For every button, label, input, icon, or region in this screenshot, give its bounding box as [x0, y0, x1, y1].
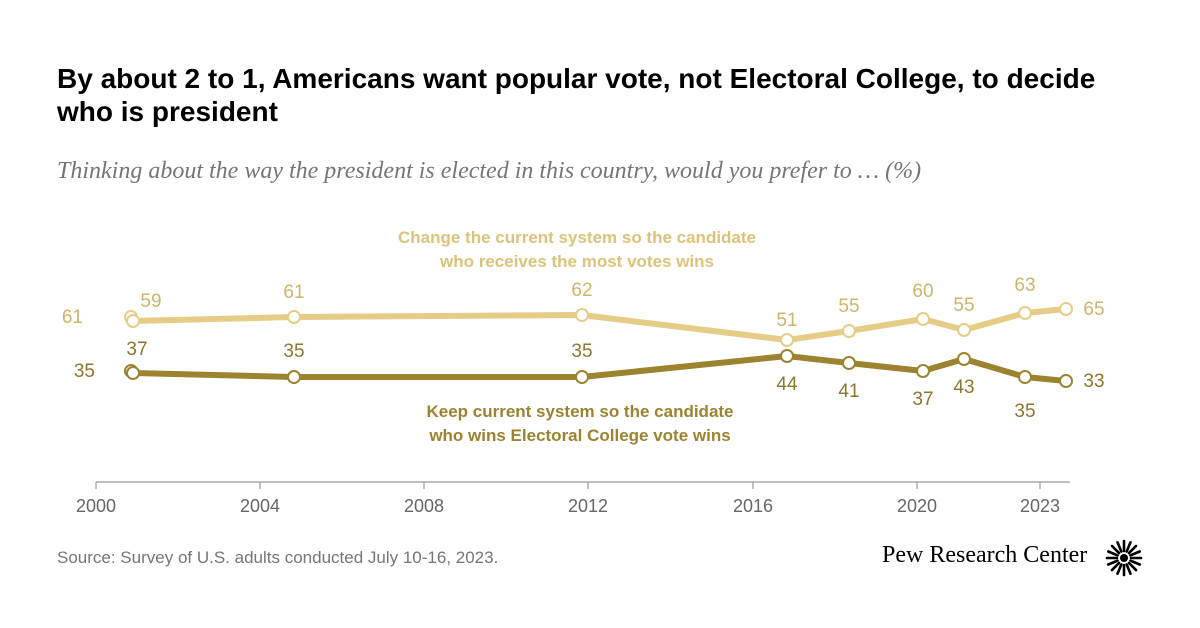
x-tick-label: 2016 [733, 496, 773, 516]
data-label: 51 [776, 310, 797, 331]
data-label: 37 [912, 389, 933, 410]
data-label: 41 [838, 381, 859, 402]
data-label: 33 [1083, 371, 1104, 392]
data-point [126, 366, 140, 380]
data-point [287, 310, 301, 324]
x-tick-label: 2004 [240, 496, 280, 516]
data-point [1059, 374, 1073, 388]
x-tick-label: 2008 [404, 496, 444, 516]
x-axis: 2000 2004 2008 2012 2016 2020 2023 [76, 481, 1070, 516]
data-label: 61 [62, 307, 83, 328]
chart-subtitle: Thinking about the way the president is … [57, 158, 922, 184]
data-label: 35 [1014, 401, 1035, 422]
data-point [287, 370, 301, 384]
data-label: 61 [283, 282, 304, 303]
data-label: 55 [838, 296, 859, 317]
data-label: 62 [571, 280, 592, 301]
data-label: 63 [1014, 275, 1035, 296]
data-label: 59 [140, 291, 161, 312]
data-point [575, 370, 589, 384]
data-points [124, 302, 1073, 388]
data-label: 65 [1083, 299, 1104, 320]
brand-name: Pew Research Center [882, 542, 1088, 568]
x-tick-label: 2023 [1020, 496, 1060, 516]
series-line [128, 353, 1069, 384]
data-point [780, 349, 794, 363]
series-title-line: Keep current system so the candidate [426, 402, 733, 421]
data-labels: 61 59 61 62 51 55 60 55 63 65 35 37 35 35 44 41 37 43 35 33 [62, 275, 1105, 422]
series-titles: Change the current system so the candida… [398, 228, 756, 445]
series-line [128, 306, 1069, 343]
data-label: 35 [74, 361, 95, 382]
data-point [842, 356, 856, 370]
data-point [957, 352, 971, 366]
chart-title: By about 2 to 1, Americans want popular … [57, 63, 1096, 127]
data-point [1018, 306, 1032, 320]
data-label: 37 [126, 339, 147, 360]
data-point [916, 312, 930, 326]
series-title-line: Change the current system so the candida… [398, 228, 756, 247]
data-label: 60 [912, 281, 933, 302]
data-point [842, 324, 856, 338]
data-point [957, 323, 971, 337]
x-tick-label: 2020 [897, 496, 937, 516]
data-point [916, 364, 930, 378]
data-point [780, 333, 794, 347]
data-point [1059, 302, 1073, 316]
source-note: Source: Survey of U.S. adults conducted … [57, 548, 499, 567]
series-title-line: who receives the most votes wins [439, 252, 714, 271]
data-point [575, 308, 589, 322]
data-label: 43 [953, 377, 974, 398]
data-label: 35 [571, 341, 592, 362]
x-tick-label: 2000 [76, 496, 116, 516]
data-point [126, 314, 140, 328]
x-tick-label: 2012 [568, 496, 608, 516]
data-label: 55 [953, 295, 974, 316]
pew-logo-icon [1105, 539, 1143, 577]
data-label: 44 [776, 374, 798, 395]
series-title-line: who wins Electoral College vote wins [428, 426, 730, 445]
data-point [1018, 370, 1032, 384]
data-label: 35 [283, 341, 304, 362]
series-lines [128, 306, 1069, 384]
